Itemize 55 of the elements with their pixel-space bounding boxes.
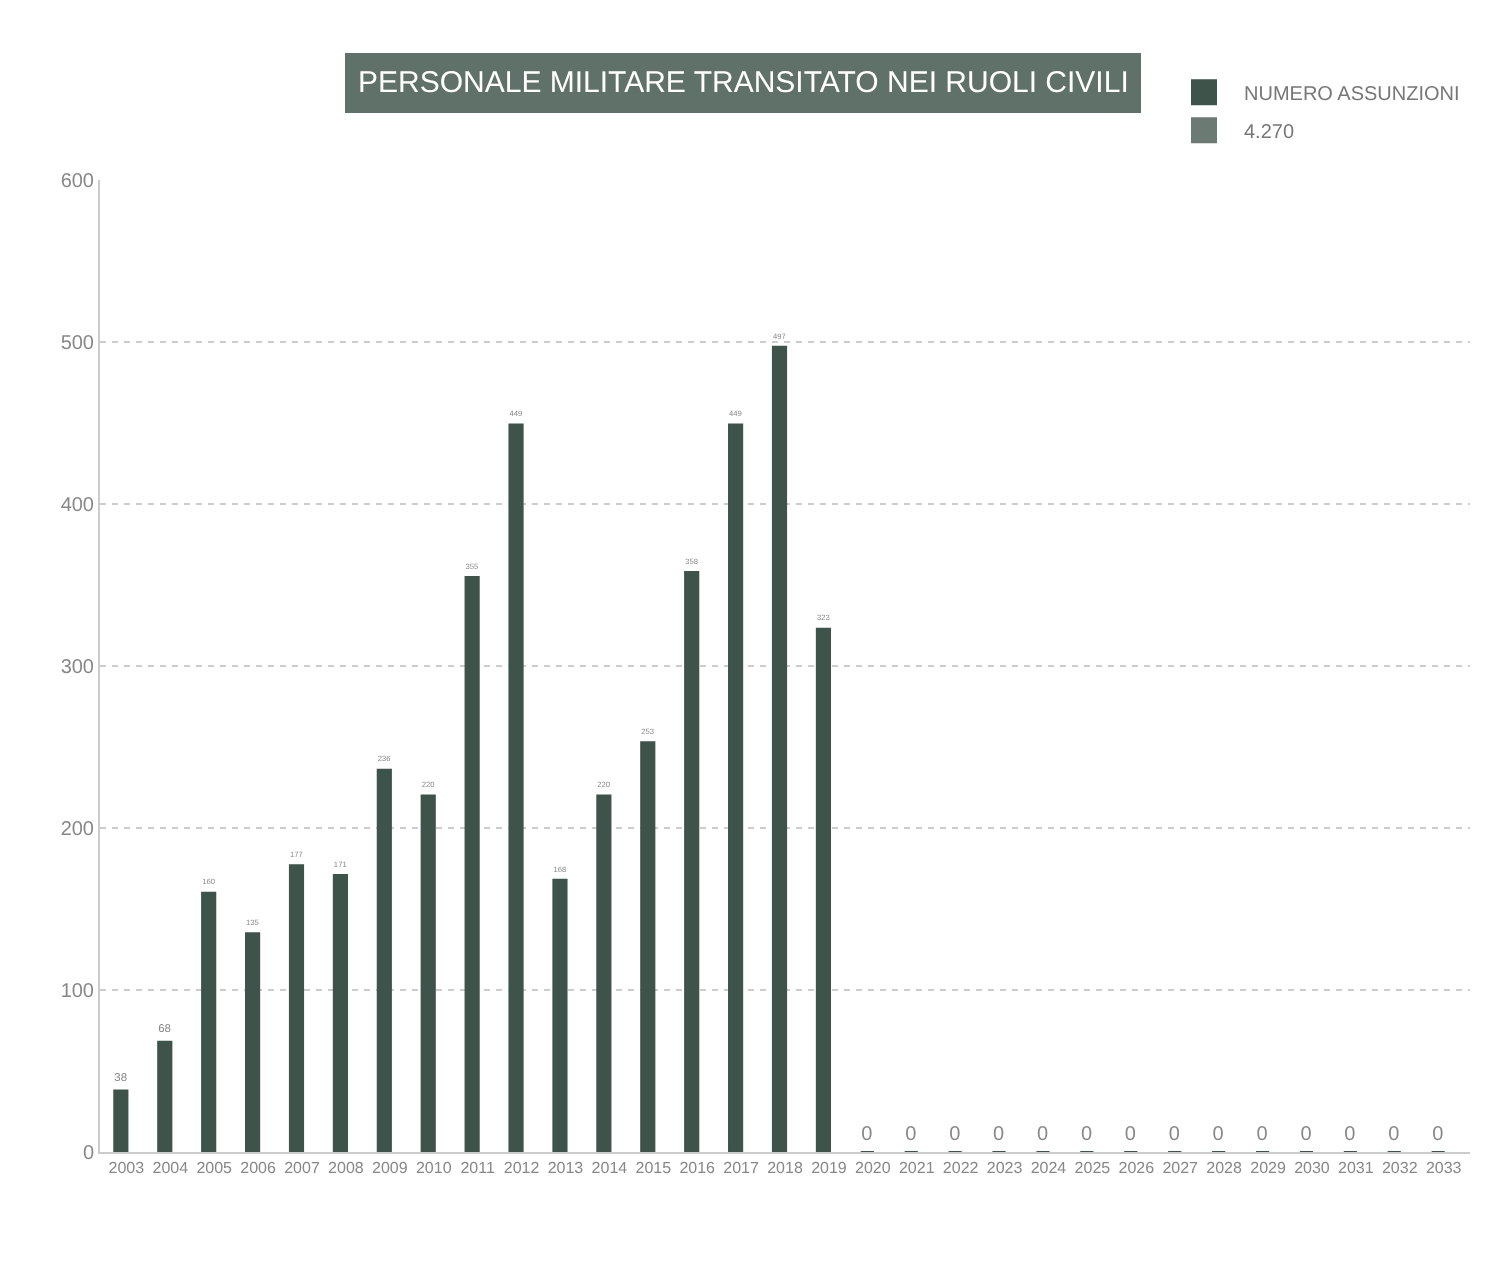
data-label: 0: [1300, 1124, 1313, 1146]
chart-title: PERSONALE MILITARE TRANSITATO NEI RUOLI CIVILI: [358, 66, 1129, 100]
legend-label: NUMERO ASSUNZIONI: [1244, 84, 1460, 107]
y-tick-label: 400: [60, 495, 95, 517]
data-label: 0: [1432, 1124, 1445, 1146]
x-tick-label: 2011: [460, 1159, 496, 1178]
data-label: 0: [949, 1124, 962, 1146]
data-label: 0: [905, 1124, 918, 1146]
x-tick-label: 2008: [328, 1159, 365, 1178]
x-tick-label: 2027: [1162, 1159, 1200, 1178]
x-tick-label: 2005: [196, 1159, 234, 1178]
x-tick-label: 2003: [108, 1159, 146, 1178]
data-label: 0: [1080, 1124, 1093, 1146]
y-tick-label: 300: [60, 657, 95, 679]
y-tick-label: 100: [60, 981, 95, 1003]
data-label: 0: [1388, 1124, 1401, 1146]
x-tick-label: 2007: [284, 1159, 321, 1178]
x-tick-label: 2019: [811, 1159, 848, 1178]
x-tick-label: 2032: [1381, 1159, 1419, 1178]
y-tick-label: 0: [82, 1143, 95, 1165]
x-tick-label: 2013: [547, 1159, 585, 1178]
y-tick-label: 600: [60, 171, 95, 193]
x-tick-label: 2029: [1250, 1159, 1287, 1178]
x-tick-label: 2020: [855, 1159, 892, 1178]
legend-label: 4.270: [1244, 122, 1295, 145]
data-label: 0: [1168, 1124, 1181, 1146]
y-tick-label: 500: [60, 333, 95, 355]
x-tick-label: 2023: [986, 1159, 1024, 1178]
x-tick-label: 2018: [767, 1159, 804, 1178]
x-tick-label: 2015: [635, 1159, 673, 1178]
x-tick-label: 2004: [152, 1159, 190, 1178]
x-tick-label: 2016: [679, 1159, 717, 1178]
x-tick-label: 2017: [723, 1159, 760, 1178]
x-tick-label: 2028: [1206, 1159, 1243, 1178]
x-tick-label: 2031: [1338, 1159, 1375, 1178]
x-tick-label: 2014: [591, 1159, 629, 1178]
x-tick-label: 2006: [240, 1159, 277, 1178]
data-label: 0: [861, 1124, 874, 1146]
data-label: 0: [1212, 1124, 1225, 1146]
data-label: 0: [1036, 1124, 1049, 1146]
x-tick-label: 2021: [898, 1159, 936, 1178]
x-tick-label: 2024: [1030, 1159, 1068, 1178]
data-label: 0: [1344, 1124, 1357, 1146]
x-tick-label: 2010: [415, 1159, 453, 1178]
x-tick-label: 2033: [1425, 1159, 1463, 1178]
data-label: 0: [993, 1124, 1006, 1146]
x-tick-label: 2022: [942, 1159, 980, 1178]
x-tick-label: 2025: [1074, 1159, 1112, 1178]
data-label: 0: [1256, 1124, 1269, 1146]
x-tick-label: 2026: [1118, 1159, 1156, 1178]
x-tick-label: 2012: [503, 1159, 541, 1178]
data-label: 0: [1124, 1124, 1137, 1146]
y-tick-label: 200: [60, 819, 95, 841]
x-tick-label: 2009: [372, 1159, 409, 1178]
x-tick-label: 2030: [1294, 1159, 1331, 1178]
